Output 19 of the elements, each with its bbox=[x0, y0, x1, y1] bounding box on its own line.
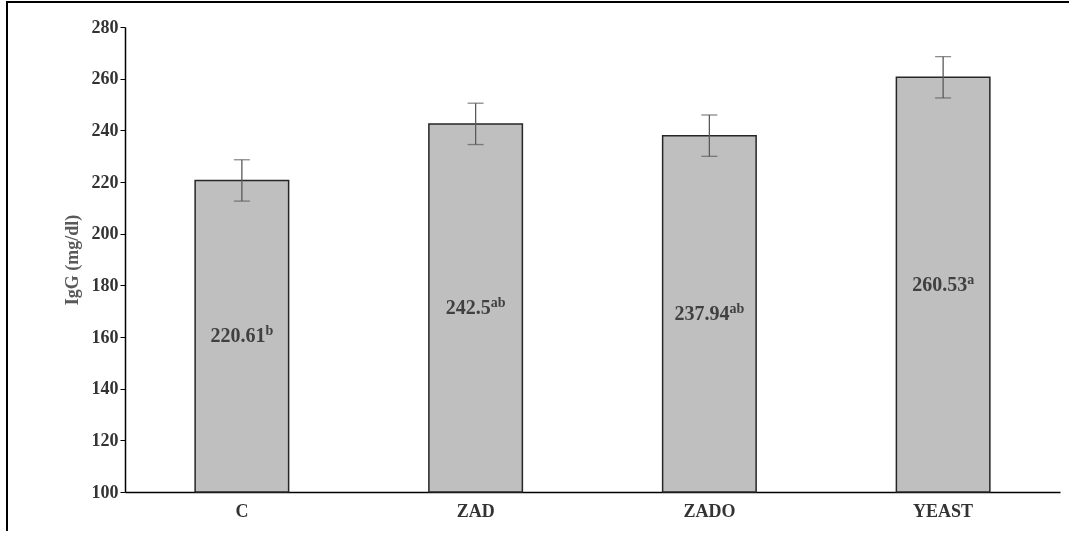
data-label: 242.5$^{ab}$ bbox=[445, 294, 506, 318]
y-tick-label: 140 bbox=[91, 378, 119, 399]
y-axis-title: IgG (mg/dl) bbox=[61, 214, 83, 306]
y-tick-label: 100 bbox=[91, 481, 119, 502]
x-tick-label: C bbox=[235, 500, 249, 521]
y-tick-label: 220 bbox=[91, 171, 119, 192]
y-tick-label: 200 bbox=[91, 223, 119, 244]
y-tick-label: 260 bbox=[91, 68, 119, 89]
y-tick-label: 240 bbox=[91, 119, 119, 140]
data-label: 220.61$^{b}$ bbox=[210, 322, 274, 347]
x-tick-label: YEAST bbox=[913, 500, 974, 521]
y-tick-label: 160 bbox=[91, 326, 119, 347]
y-tick-label: 280 bbox=[91, 16, 119, 37]
y-tick-label: 180 bbox=[91, 274, 119, 295]
data-label: 260.53$^{a}$ bbox=[912, 271, 975, 295]
x-tick-label: ZAD bbox=[456, 500, 495, 521]
y-tick-label: 120 bbox=[91, 429, 119, 450]
data-label: 237.94$^{ab}$ bbox=[674, 300, 745, 324]
x-tick-label: ZADO bbox=[683, 500, 736, 521]
